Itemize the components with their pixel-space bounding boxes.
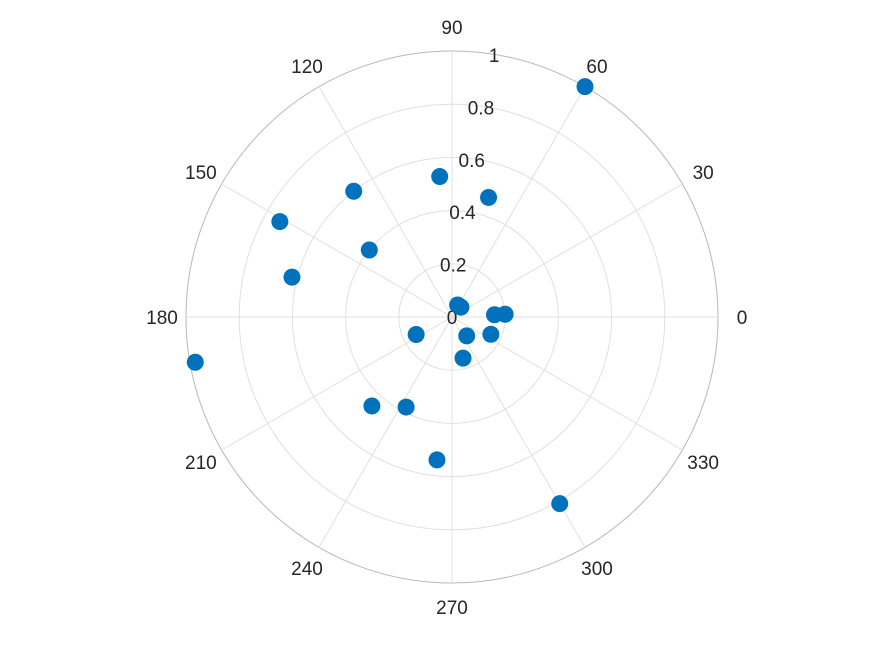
- data-point: [454, 349, 472, 367]
- data-point: [480, 188, 498, 206]
- r-tick-label: 0.8: [468, 98, 494, 119]
- grid-spoke: [221, 183, 453, 318]
- theta-tick-label: 30: [693, 163, 714, 184]
- theta-tick-label: 180: [146, 308, 178, 329]
- data-point: [486, 306, 504, 324]
- theta-tick-label: 120: [291, 57, 323, 78]
- grid-spoke: [318, 316, 453, 548]
- theta-tick-label: 0: [737, 308, 748, 329]
- r-tick-label: 0.4: [449, 203, 476, 224]
- data-point: [431, 168, 449, 186]
- theta-tick-label: 60: [586, 57, 607, 78]
- data-point: [428, 451, 446, 469]
- grid-spoke: [451, 316, 586, 548]
- data-point: [407, 325, 425, 343]
- r-tick-label: 0.6: [459, 151, 485, 172]
- data-point: [482, 325, 500, 343]
- theta-tick-label: 330: [687, 453, 719, 474]
- theta-tick-label: 90: [441, 18, 462, 39]
- grid-spoke: [451, 183, 683, 318]
- data-point: [271, 213, 289, 231]
- data-point: [186, 353, 204, 371]
- data-point: [458, 327, 476, 345]
- theta-tick-label: 240: [291, 559, 323, 580]
- r-tick-label: 0: [447, 308, 458, 329]
- data-points: [186, 78, 594, 513]
- data-point: [397, 398, 415, 416]
- data-point: [449, 296, 467, 314]
- r-tick-label: 1: [489, 46, 500, 67]
- grid-spoke: [318, 86, 453, 318]
- r-tick-label: 0.2: [440, 256, 466, 277]
- grid-spoke: [451, 86, 586, 318]
- theta-tick-label: 210: [185, 453, 217, 474]
- data-point: [551, 495, 569, 513]
- data-point: [345, 182, 363, 200]
- data-point: [283, 268, 301, 286]
- theta-tick-labels: 0 30 60 90 120 150 180 210 240 270 300 330: [146, 18, 747, 619]
- data-point: [576, 78, 594, 96]
- theta-tick-label: 300: [581, 559, 613, 580]
- data-point: [360, 241, 378, 259]
- theta-tick-label: 270: [436, 598, 468, 619]
- r-tick-labels: 0 0.2 0.4 0.6 0.8 1: [440, 46, 499, 329]
- data-point: [363, 397, 381, 415]
- theta-tick-label: 150: [185, 163, 217, 184]
